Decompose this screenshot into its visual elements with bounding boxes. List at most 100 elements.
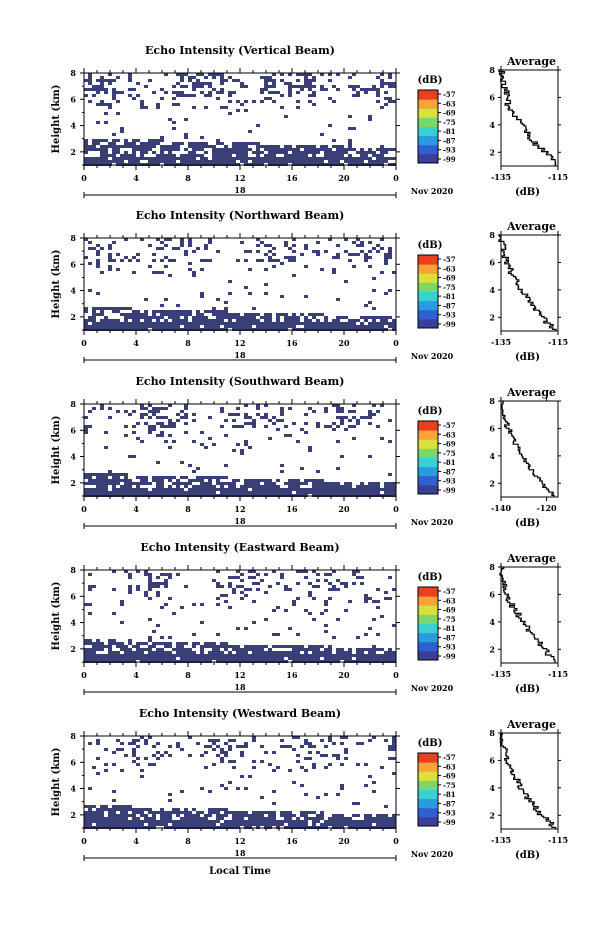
echo-cell xyxy=(336,820,340,823)
echo-cell xyxy=(336,298,340,301)
echo-cell xyxy=(344,151,348,154)
echo-cell xyxy=(112,642,116,645)
echo-cell xyxy=(160,316,164,319)
echo-cell xyxy=(184,404,188,407)
echo-cell xyxy=(156,247,160,250)
echo-cell xyxy=(120,145,124,148)
echo-cell xyxy=(192,645,196,648)
echo-cell xyxy=(236,814,240,817)
echo-cell xyxy=(220,79,224,82)
echo-cell xyxy=(336,757,340,760)
echo-cell xyxy=(84,145,88,148)
echo-cell xyxy=(216,820,220,823)
echo-cell xyxy=(132,645,136,648)
average-profile-line xyxy=(500,400,555,497)
echo-cell xyxy=(100,88,104,91)
echo-cell xyxy=(288,160,292,163)
echo-cell xyxy=(280,94,284,97)
echo-cell xyxy=(180,488,184,491)
echo-cell xyxy=(328,582,332,585)
echo-cell xyxy=(252,313,256,316)
echo-cell xyxy=(148,265,152,268)
echo-cell xyxy=(160,97,164,100)
echo-cell xyxy=(144,820,148,823)
echo-cell xyxy=(272,422,276,425)
echo-cell xyxy=(168,817,172,820)
echo-cell xyxy=(320,823,324,826)
echo-cell xyxy=(372,277,376,280)
echo-cell xyxy=(312,645,316,648)
echo-cell xyxy=(360,160,364,163)
echo-cell xyxy=(224,154,228,157)
echo-cell xyxy=(328,154,332,157)
echo-cell xyxy=(144,591,148,594)
echo-cell xyxy=(272,491,276,494)
echo-cell xyxy=(348,139,352,142)
echo-cell xyxy=(304,322,308,325)
echo-cell xyxy=(284,425,288,428)
echo-cell xyxy=(248,142,252,145)
echo-cell xyxy=(184,416,188,419)
echo-cell xyxy=(116,473,120,476)
echo-cell xyxy=(88,787,92,790)
echo-cell xyxy=(184,657,188,660)
echo-cell xyxy=(384,148,388,151)
echo-cell xyxy=(176,479,180,482)
echo-cell xyxy=(332,160,336,163)
echo-cell xyxy=(100,805,104,808)
echo-cell xyxy=(308,811,312,814)
echo-cell xyxy=(316,651,320,654)
echo-cell xyxy=(260,488,264,491)
echo-cell xyxy=(140,142,144,145)
echo-cell xyxy=(136,823,140,826)
echo-cell xyxy=(332,817,336,820)
echo-cell xyxy=(152,413,156,416)
echo-cell xyxy=(132,811,136,814)
echo-cell xyxy=(232,739,236,742)
echo-cell xyxy=(140,103,144,106)
echo-cell xyxy=(372,491,376,494)
echo-cell xyxy=(272,82,276,85)
echo-cell xyxy=(252,760,256,763)
colorbar-segment xyxy=(418,430,438,440)
echo-cell xyxy=(268,244,272,247)
echo-cell xyxy=(168,404,172,407)
echo-cell xyxy=(108,160,112,163)
echo-cell xyxy=(248,325,252,328)
echo-cell xyxy=(144,742,148,745)
echo-cell xyxy=(348,76,352,79)
echo-cell xyxy=(132,410,136,413)
echo-cell xyxy=(348,657,352,660)
echo-cell xyxy=(188,811,192,814)
echo-cell xyxy=(220,784,224,787)
echo-cell xyxy=(292,823,296,826)
echo-cell xyxy=(168,148,172,151)
echo-cell xyxy=(116,476,120,479)
echo-cell xyxy=(160,573,164,576)
echo-cell xyxy=(92,325,96,328)
echo-cell xyxy=(304,325,308,328)
echo-cell xyxy=(112,639,116,642)
echo-cell xyxy=(244,588,248,591)
echo-cell xyxy=(88,88,92,91)
echo-cell xyxy=(280,488,284,491)
echo-cell xyxy=(260,241,264,244)
echo-cell xyxy=(180,748,184,751)
echo-cell xyxy=(132,431,136,434)
echo-cell xyxy=(160,606,164,609)
echo-cell xyxy=(268,250,272,253)
echo-cell xyxy=(344,823,348,826)
echo-cell xyxy=(164,579,168,582)
echo-cell xyxy=(296,440,300,443)
echo-cell xyxy=(388,757,392,760)
echo-cell xyxy=(284,115,288,118)
echo-cell xyxy=(340,151,344,154)
echo-cell xyxy=(116,325,120,328)
echo-cell xyxy=(376,322,380,325)
echo-cell xyxy=(388,247,392,250)
echo-cell xyxy=(200,160,204,163)
echo-cell xyxy=(92,88,96,91)
echo-cell xyxy=(244,811,248,814)
echo-cell xyxy=(236,787,240,790)
echo-cell xyxy=(152,310,156,313)
